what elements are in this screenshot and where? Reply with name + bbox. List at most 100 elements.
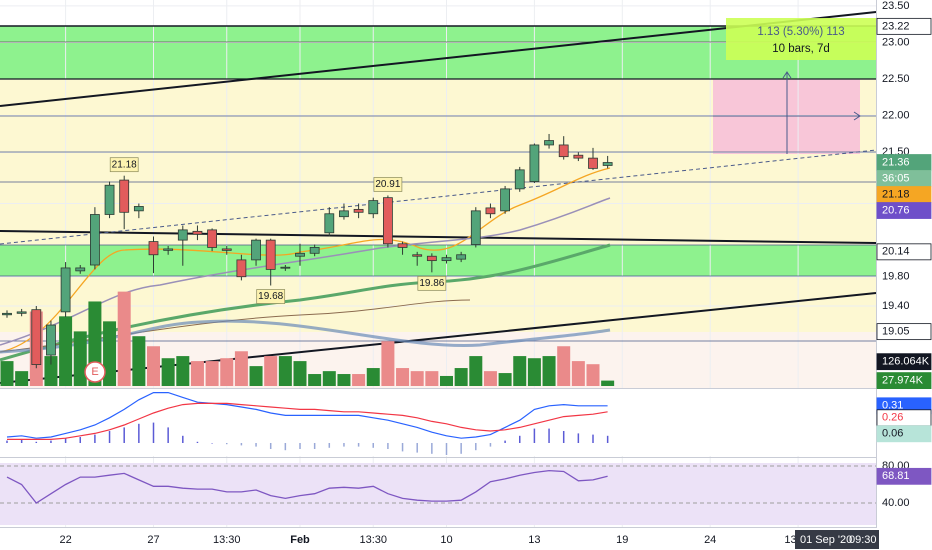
macd-histogram [533,428,536,443]
annotation-label: 19.68 [258,291,283,302]
volume-bar [15,371,29,386]
macd-histogram [372,443,374,448]
crosshair-label [795,530,879,549]
price-badge-label: 0.06 [882,428,903,440]
rsi-tick-label: 40.00 [882,497,910,509]
volume-bar [337,374,351,386]
candle-body [397,243,408,248]
macd-histogram [313,443,316,449]
macd-histogram [357,443,360,447]
candle-body [119,179,130,213]
candle-body [104,184,115,215]
macd-histogram [460,443,462,454]
candle-body [602,162,613,166]
measure-box [726,18,876,60]
annotation-box [373,177,403,192]
volume-bar [278,356,292,386]
macd-histogram [196,441,199,443]
candle-body [90,214,100,266]
macd-histogram [255,443,257,447]
macd-histogram [152,422,155,443]
measure-arrow [782,71,792,79]
macd-histogram [519,435,521,443]
macd-histogram [35,441,38,443]
candle-body [426,255,437,262]
volume-bar [469,356,483,386]
annotation-box [417,275,447,291]
candle-body [588,157,598,169]
volume-bar [0,361,14,386]
macd-histogram [416,443,418,453]
price-badge [876,323,932,341]
candle-body [236,259,247,278]
candle-body [16,311,27,314]
macd-histogram [226,443,228,445]
volume-bar [410,371,424,386]
moving-average [0,197,611,346]
candle-body [133,206,144,212]
macd-line [7,402,608,440]
x-tick-label: 13:30 [359,534,387,546]
candle-body [46,324,56,356]
volume-bar [103,321,117,386]
volume-bar [234,351,248,386]
volume-bar [440,375,453,386]
volume-bar [396,368,410,386]
candle-body [412,254,423,257]
candle-body [192,230,203,235]
candle-body [573,154,584,159]
crosshair-time: 09:30 [849,534,877,546]
macd-histogram [431,443,433,454]
candle-body [148,241,159,256]
x-tick-label: 13:30 [213,534,241,546]
time-axis [0,528,876,550]
volume-bar [322,371,336,386]
y-tick-label: 22.00 [882,110,910,122]
candle-body [353,208,364,213]
volume-bar [293,361,307,386]
price-badge [876,17,932,35]
earnings-marker[interactable] [84,361,106,383]
macd-histogram [489,443,492,447]
measure-text: 10 bars, 7d [772,43,830,55]
candle-body [441,257,452,262]
crosshair-date: 01 Sep '20 [800,534,852,546]
macd-histogram [343,443,345,447]
macd-line [6,392,608,439]
earnings-text: E [91,366,98,378]
candle-body [485,207,496,215]
volume-bar [513,356,527,386]
macd-histogram [328,443,331,448]
price-badge [876,353,932,371]
price-badge-label: 19.05 [882,326,910,338]
candle-body [558,144,569,158]
macd-histogram [606,435,609,443]
measure-arrow [853,111,861,121]
candle-body [470,210,481,245]
y-tick-label: 19.40 [882,300,910,312]
candle-body [2,312,12,316]
candle-body [251,239,261,261]
x-tick-label: 22 [59,534,71,546]
volume-bar [498,373,512,386]
x-tick-label: 19 [616,534,628,546]
candle-body [177,229,188,241]
candle-body [31,309,42,365]
price-badge-label: 23.22 [882,20,910,32]
candle-layer: 21.18 20.91 19.68 19.86 [2,133,613,369]
macd-histogram [20,439,23,443]
measure-text: 1.13 (5.30%) 113 [757,26,844,38]
candle-body [221,248,232,251]
price-badge-label: 36:05 [882,172,910,184]
volume-bar [601,380,615,386]
candle-body [544,140,554,146]
macd-histogram [211,443,213,444]
candle-body [500,188,511,212]
volume-bar [205,361,219,386]
price-badge-label: 0.31 [882,400,903,412]
price-badge-label: 126.064K [882,356,930,368]
volume-bar [132,336,146,386]
candle-body [324,213,335,234]
trend-line [0,230,877,244]
candle-body [163,248,174,251]
